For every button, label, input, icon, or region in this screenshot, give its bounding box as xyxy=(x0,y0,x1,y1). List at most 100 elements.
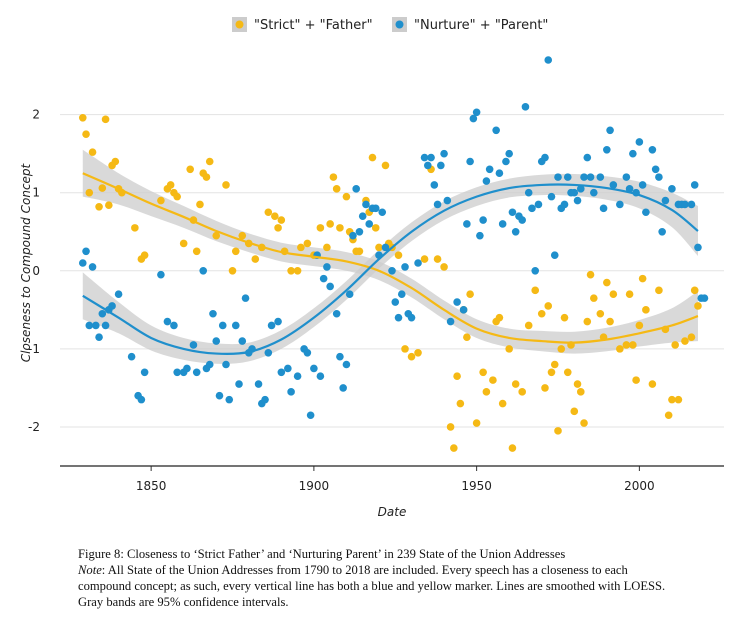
y-tick-label: 1 xyxy=(32,186,40,200)
y-axis-label: Closeness to Compound Concept xyxy=(19,162,33,362)
data-point xyxy=(342,360,351,369)
data-point xyxy=(85,188,94,197)
data-point xyxy=(616,345,624,353)
data-point xyxy=(235,380,243,388)
data-point xyxy=(222,181,230,189)
data-point xyxy=(397,290,406,299)
data-point xyxy=(674,395,683,404)
data-point xyxy=(437,161,445,170)
data-point xyxy=(570,188,579,197)
data-point xyxy=(635,321,644,330)
data-point xyxy=(570,407,579,416)
data-point xyxy=(287,267,295,275)
data-point xyxy=(196,200,204,209)
data-point xyxy=(202,173,211,181)
data-point xyxy=(98,309,107,318)
data-point xyxy=(554,427,562,435)
data-point xyxy=(472,419,481,427)
data-point xyxy=(472,108,481,117)
data-point xyxy=(82,130,90,138)
y-tick-label: 0 xyxy=(32,264,40,278)
data-point xyxy=(92,321,100,330)
data-point xyxy=(271,212,279,220)
data-point xyxy=(629,149,637,158)
data-point xyxy=(511,380,520,388)
caption-figure-text: Figure 8: Closeness to ‘Strict Father’ a… xyxy=(78,547,566,561)
data-point xyxy=(547,192,556,201)
data-point xyxy=(394,251,403,259)
data-point xyxy=(407,352,416,361)
data-point xyxy=(231,321,240,330)
data-point xyxy=(479,216,487,224)
x-tick-label: 1850 xyxy=(136,479,167,493)
data-point xyxy=(241,294,250,302)
data-point xyxy=(329,173,338,181)
data-point xyxy=(166,181,175,189)
data-point xyxy=(590,294,598,302)
data-point xyxy=(550,251,559,259)
data-point xyxy=(450,444,458,452)
data-point xyxy=(101,115,110,124)
legend-marker xyxy=(235,20,244,29)
data-point xyxy=(541,384,549,392)
data-point xyxy=(541,153,549,162)
data-point xyxy=(625,185,634,193)
data-point xyxy=(264,208,273,217)
data-point xyxy=(599,204,608,213)
data-point xyxy=(131,224,139,232)
data-point xyxy=(511,227,520,236)
data-point xyxy=(469,114,478,123)
data-point xyxy=(518,216,526,224)
data-point xyxy=(401,345,409,353)
data-point xyxy=(391,298,400,306)
data-point xyxy=(179,239,188,248)
data-point xyxy=(238,231,247,240)
data-point xyxy=(254,380,263,388)
data-point xyxy=(560,200,569,209)
data-point xyxy=(319,274,328,283)
data-point xyxy=(518,388,526,396)
loess-line-strict-father xyxy=(82,172,699,344)
data-point xyxy=(163,317,172,326)
data-point xyxy=(638,181,647,189)
data-point xyxy=(596,309,605,318)
legend-label: "Strict" + "Father" xyxy=(254,18,373,33)
loess-line-nurture-parent xyxy=(82,183,699,356)
data-point xyxy=(563,368,572,377)
data-point xyxy=(183,364,191,373)
data-point xyxy=(375,243,383,252)
data-point xyxy=(218,321,227,330)
data-point xyxy=(326,220,334,228)
data-point xyxy=(459,306,468,314)
data-point xyxy=(355,247,364,256)
data-point xyxy=(82,247,90,256)
data-point xyxy=(222,360,230,369)
data-point xyxy=(199,267,208,275)
data-point xyxy=(368,153,377,162)
data-point xyxy=(306,411,315,420)
data-point xyxy=(508,208,517,217)
data-point xyxy=(95,202,103,211)
data-point xyxy=(293,267,302,275)
chart: 2 1 0 -1 -2 1850 1900 1950 2000 Date Closeness to … xyxy=(19,17,724,519)
data-point xyxy=(205,157,214,166)
data-point xyxy=(371,224,380,232)
data-point xyxy=(362,200,370,209)
data-point xyxy=(606,126,614,135)
data-point xyxy=(603,278,611,287)
data-point xyxy=(616,200,624,209)
data-point xyxy=(336,224,344,232)
data-point xyxy=(342,192,351,201)
data-point xyxy=(251,255,260,263)
data-point xyxy=(310,364,318,373)
data-point xyxy=(651,165,660,174)
data-point xyxy=(88,263,97,271)
data-point xyxy=(371,204,380,213)
figure-caption: Figure 8: Closeness to ‘Strict Father’ a… xyxy=(78,546,678,610)
data-point xyxy=(466,290,474,299)
data-point xyxy=(105,201,113,210)
data-point xyxy=(414,348,422,357)
data-point xyxy=(573,380,582,388)
data-point xyxy=(557,345,566,353)
data-point xyxy=(173,192,181,201)
